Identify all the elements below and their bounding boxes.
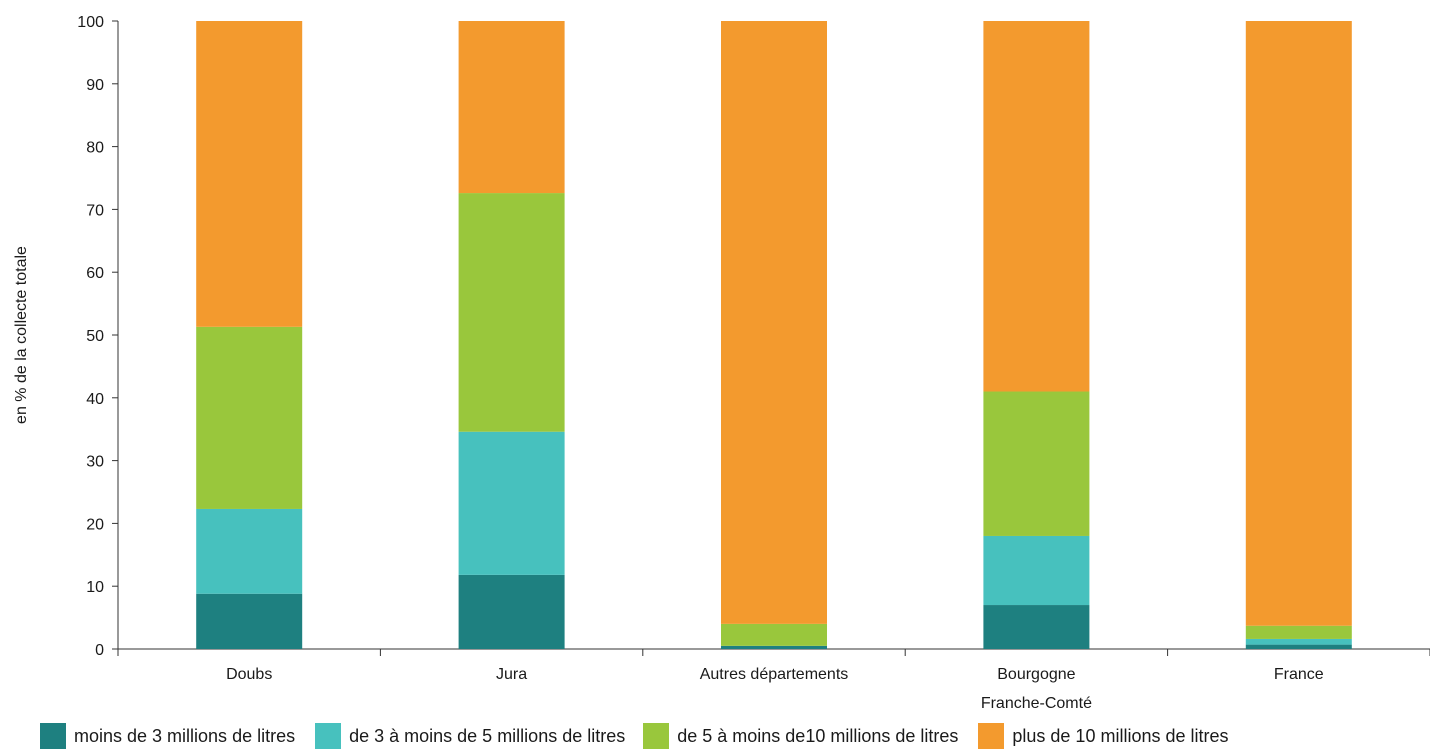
legend: moins de 3 millions de litres de 3 à moin… [40, 722, 1229, 750]
bar-segment [458, 431, 565, 575]
legend-label: moins de 3 millions de litres [74, 726, 296, 746]
bar-segment [1245, 21, 1352, 626]
legend-swatch [643, 723, 670, 749]
y-axis-title-group: en % de la collecte totale [13, 246, 30, 424]
bar-segment [458, 21, 565, 194]
legend-item: moins de 3 millions de litres [40, 723, 295, 749]
bar-segment [196, 326, 303, 509]
bar-segment [196, 21, 303, 327]
y-axis-title: en % de la collecte totale [13, 246, 30, 424]
bar-segment [196, 508, 303, 594]
y-tick-label: 100 [77, 14, 104, 31]
legend-item: de 5 à moins de10 millions de litres [643, 723, 958, 749]
y-tick-label: 30 [86, 454, 104, 471]
bar-segment [721, 645, 827, 649]
legend-swatch [40, 723, 66, 749]
legend-swatch [315, 723, 342, 749]
bar-segment [458, 193, 565, 432]
x-tick-label: Autres départements [700, 666, 849, 683]
x-tick-label: Bourgogne [997, 666, 1075, 683]
legend-label: de 3 à moins de 5 millions de litres [349, 726, 626, 746]
legend-item: plus de 10 millions de litres [978, 723, 1229, 749]
bar-segment [983, 535, 1090, 606]
legend-swatch [978, 723, 1005, 749]
y-tick-label: 60 [86, 265, 104, 282]
x-tick-label: Jura [496, 666, 527, 683]
legend-label: de 5 à moins de10 millions de litres [677, 726, 959, 746]
bar-segment [1245, 625, 1352, 639]
bar-segment [721, 623, 827, 646]
y-tick-label: 70 [86, 202, 104, 219]
bar-segment [1245, 638, 1352, 645]
bar-segment [196, 593, 303, 649]
bar-segment [983, 605, 1090, 649]
y-tick-label: 40 [86, 391, 104, 408]
stacked-bar-chart: en % de la collecte totale 0 10 20 30 40 50 60… [13, 14, 1430, 712]
y-tick-label: 0 [95, 642, 104, 659]
bar-segment [458, 574, 565, 649]
bar-segment [983, 21, 1090, 392]
bar-segment [1245, 644, 1352, 649]
y-tick-label: 20 [86, 516, 104, 533]
y-tick-label: 10 [86, 579, 104, 596]
bars [196, 21, 1352, 649]
legend-label: plus de 10 millions de litres [1012, 726, 1229, 746]
y-axis: 0 10 20 30 40 50 60 70 80 90 100 [77, 14, 119, 659]
x-tick-label: Doubs [226, 666, 272, 683]
x-tick-labels: Doubs Jura Autres départements Bourgogne Fra… [226, 666, 1324, 712]
y-tick-label: 90 [86, 77, 104, 94]
y-tick-label: 50 [86, 328, 104, 345]
bar-segment [721, 21, 827, 624]
legend-item: de 3 à moins de 5 millions de litres [315, 723, 625, 749]
x-tick-label: Franche-Comté [981, 695, 1092, 712]
y-tick-label: 80 [86, 140, 104, 157]
x-axis [117, 648, 1430, 656]
x-tick-label: France [1274, 666, 1324, 683]
bar-segment [983, 391, 1090, 536]
